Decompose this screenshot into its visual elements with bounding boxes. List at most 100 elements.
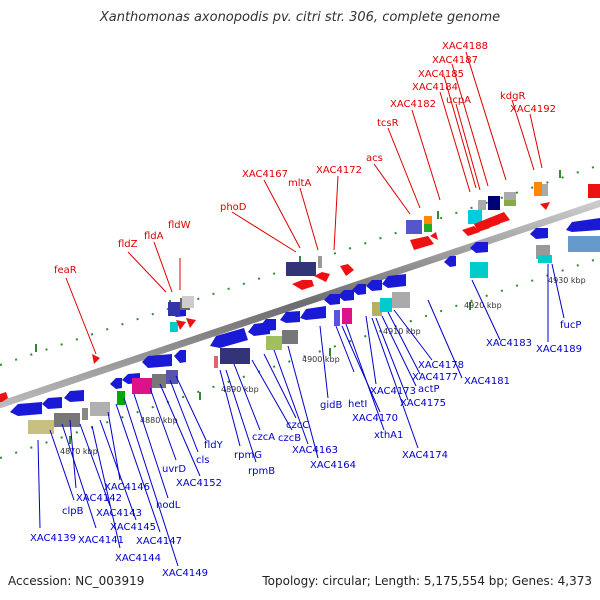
- gene-label-czcC[interactable]: czcC: [286, 420, 309, 431]
- gene-block[interactable]: [168, 302, 180, 316]
- gene-block[interactable]: [406, 220, 422, 234]
- gene-block[interactable]: [318, 256, 322, 268]
- gene-label-nodL[interactable]: nodL: [156, 500, 181, 511]
- gene-label-XAC4167[interactable]: XAC4167: [242, 169, 288, 180]
- reverse-gene-arrow[interactable]: [324, 294, 340, 305]
- gene-block[interactable]: [470, 262, 488, 278]
- gene-label-fldA[interactable]: fldA: [144, 231, 164, 242]
- gene-label-XAC4152[interactable]: XAC4152: [176, 478, 222, 489]
- gene-block[interactable]: [504, 200, 516, 206]
- gene-label-ucpA[interactable]: ucpA: [446, 95, 471, 106]
- gene-block[interactable]: [28, 420, 54, 434]
- reverse-gene-arrow[interactable]: [352, 284, 366, 295]
- gene-block[interactable]: [117, 391, 125, 405]
- reverse-gene-arrow[interactable]: [366, 280, 382, 291]
- reverse-gene-arrow[interactable]: [210, 328, 248, 348]
- forward-gene-arrow[interactable]: [340, 264, 354, 276]
- gene-block[interactable]: [478, 200, 486, 210]
- gene-block[interactable]: [90, 402, 110, 416]
- gene-block[interactable]: [266, 336, 282, 350]
- gene-label-XAC4183[interactable]: XAC4183: [486, 338, 532, 349]
- gene-label-XAC4175[interactable]: XAC4175: [400, 398, 446, 409]
- gene-label-actP[interactable]: actP: [418, 384, 440, 395]
- gene-block[interactable]: [334, 310, 340, 326]
- forward-gene-arrow[interactable]: [92, 354, 100, 364]
- reverse-gene-arrow[interactable]: [260, 319, 276, 331]
- gene-label-XAC4142[interactable]: XAC4142: [76, 493, 122, 504]
- gene-label-XAC4185[interactable]: XAC4185: [418, 69, 464, 80]
- gene-block[interactable]: [372, 302, 382, 316]
- reverse-gene-arrow[interactable]: [174, 350, 186, 363]
- gene-label-rpmB[interactable]: rpmB: [248, 466, 275, 477]
- gene-block[interactable]: [214, 356, 218, 368]
- gene-label-czcB[interactable]: czcB: [278, 433, 301, 444]
- gene-label-XAC4192[interactable]: XAC4192: [510, 104, 556, 115]
- forward-gene-arrow[interactable]: [0, 392, 8, 402]
- gene-label-XAC4187[interactable]: XAC4187: [432, 55, 478, 66]
- gene-label-XAC4174[interactable]: XAC4174: [402, 450, 448, 461]
- gene-label-XAC4163[interactable]: XAC4163: [292, 445, 338, 456]
- gene-label-XAC4164[interactable]: XAC4164: [310, 460, 356, 471]
- forward-gene-arrow[interactable]: [410, 236, 434, 250]
- gene-block[interactable]: [380, 298, 392, 312]
- gene-block[interactable]: [166, 370, 178, 384]
- gene-label-fldW[interactable]: fldW: [168, 220, 191, 231]
- gene-block[interactable]: [538, 255, 552, 263]
- gene-label-XAC4177[interactable]: XAC4177: [412, 372, 458, 383]
- gene-block[interactable]: [132, 378, 152, 394]
- gene-label-hetI[interactable]: hetI: [348, 399, 367, 410]
- reverse-gene-arrow[interactable]: [470, 242, 488, 253]
- forward-gene-arrow[interactable]: [494, 212, 510, 224]
- gene-block[interactable]: [504, 192, 516, 202]
- gene-label-XAC4143[interactable]: XAC4143: [96, 508, 142, 519]
- gene-label-fldY[interactable]: fldY: [204, 440, 224, 451]
- reverse-gene-arrow[interactable]: [382, 274, 406, 288]
- reverse-gene-arrow[interactable]: [530, 228, 548, 239]
- gene-block[interactable]: [220, 348, 250, 364]
- gene-label-acs[interactable]: acs: [366, 153, 383, 164]
- gene-label-kdgR[interactable]: kdgR: [500, 91, 525, 102]
- gene-label-feaR[interactable]: feaR: [54, 265, 77, 276]
- gene-label-mltA[interactable]: mltA: [288, 178, 311, 189]
- gene-block[interactable]: [54, 413, 80, 427]
- forward-gene-arrow[interactable]: [430, 232, 438, 240]
- gene-label-XAC4149[interactable]: XAC4149: [162, 568, 208, 579]
- reverse-gene-arrow[interactable]: [338, 290, 354, 301]
- gene-label-XAC4170[interactable]: XAC4170: [352, 413, 398, 424]
- gene-label-XAC4173[interactable]: XAC4173: [370, 386, 416, 397]
- gene-label-clpB[interactable]: clpB: [62, 506, 84, 517]
- forward-gene-arrow[interactable]: [176, 320, 186, 330]
- reverse-gene-arrow[interactable]: [566, 218, 600, 232]
- reverse-gene-arrow[interactable]: [10, 402, 42, 416]
- gene-label-XAC4178[interactable]: XAC4178: [418, 360, 464, 371]
- gene-block[interactable]: [588, 184, 600, 198]
- gene-label-cls[interactable]: cls: [196, 455, 210, 466]
- gene-block[interactable]: [182, 296, 194, 308]
- gene-block[interactable]: [282, 330, 298, 344]
- reverse-gene-arrow[interactable]: [110, 378, 122, 389]
- gene-block[interactable]: [286, 262, 316, 276]
- gene-label-XAC4184[interactable]: XAC4184: [412, 82, 458, 93]
- reverse-gene-arrow[interactable]: [64, 390, 84, 402]
- gene-label-XAC4145[interactable]: XAC4145: [110, 522, 156, 533]
- gene-label-XAC4144[interactable]: XAC4144: [115, 553, 161, 564]
- gene-label-fucP[interactable]: fucP: [560, 320, 581, 331]
- reverse-gene-arrow[interactable]: [444, 256, 456, 267]
- gene-label-XAC4182[interactable]: XAC4182: [390, 99, 436, 110]
- forward-gene-arrow[interactable]: [292, 280, 314, 290]
- gene-label-xthA1[interactable]: xthA1: [374, 430, 403, 441]
- gene-block[interactable]: [568, 236, 600, 252]
- gene-label-XAC4188[interactable]: XAC4188: [442, 41, 488, 52]
- gene-label-XAC4147[interactable]: XAC4147: [136, 536, 182, 547]
- gene-label-phoD[interactable]: phoD: [220, 202, 247, 213]
- gene-label-XAC4141[interactable]: XAC4141: [78, 535, 124, 546]
- gene-label-gidB[interactable]: gidB: [320, 400, 342, 411]
- reverse-gene-arrow[interactable]: [42, 397, 62, 409]
- forward-gene-arrow[interactable]: [540, 202, 550, 210]
- gene-block[interactable]: [170, 322, 178, 332]
- gene-label-XAC4146[interactable]: XAC4146: [104, 482, 150, 493]
- reverse-gene-arrow[interactable]: [280, 311, 300, 323]
- gene-label-XAC4172[interactable]: XAC4172: [316, 165, 362, 176]
- gene-block[interactable]: [534, 182, 542, 196]
- gene-label-XAC4139[interactable]: XAC4139: [30, 533, 76, 544]
